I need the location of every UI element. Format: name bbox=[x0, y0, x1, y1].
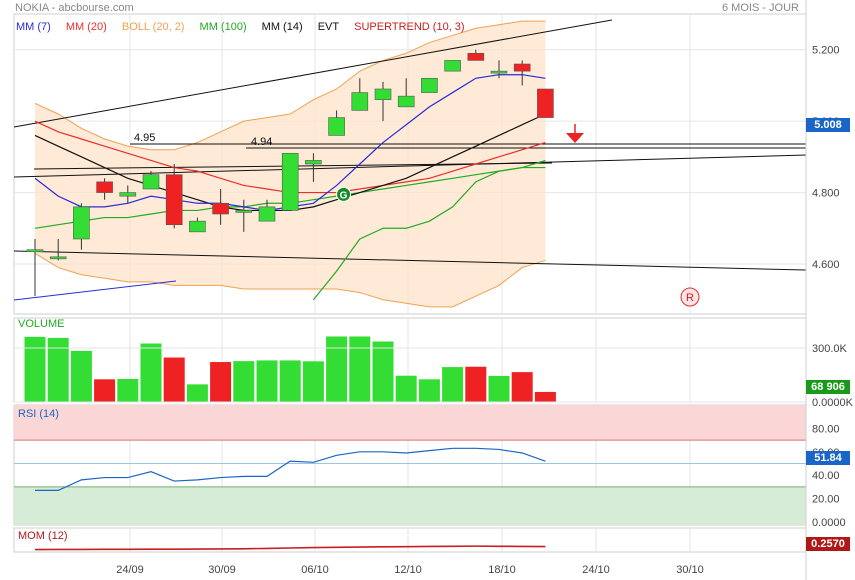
period-label[interactable]: 6 MOIS - JOUR bbox=[722, 2, 800, 14]
candle-body bbox=[397, 95, 415, 108]
legend-mm20[interactable]: MM (20) bbox=[65, 21, 107, 33]
rsi-tick-label: 0.0000 bbox=[812, 517, 846, 529]
source-label: NOKIA - abcbourse.com bbox=[15, 2, 134, 14]
rsi-tick-label: 20.00 bbox=[812, 494, 840, 506]
volume-bar bbox=[47, 337, 69, 402]
x-tick-label: 12/10 bbox=[394, 564, 422, 576]
volume-bar bbox=[442, 367, 464, 402]
x-tick-label: 06/10 bbox=[301, 564, 329, 576]
volume-bar bbox=[233, 361, 255, 402]
candle-body bbox=[119, 192, 137, 197]
legend-evt[interactable]: EVT bbox=[317, 21, 340, 33]
blue-trendline bbox=[13, 280, 177, 301]
volume-bar bbox=[465, 366, 487, 402]
resistance-trendline bbox=[13, 19, 613, 128]
candle-body bbox=[96, 181, 113, 193]
level-label-2: 4.94 bbox=[251, 136, 272, 148]
x-tick-label: 24/09 bbox=[116, 564, 144, 576]
volume-bar bbox=[94, 379, 116, 402]
x-tick-label: 18/10 bbox=[488, 564, 516, 576]
volume-bar bbox=[70, 350, 92, 402]
candle-body bbox=[374, 88, 392, 101]
candle-body bbox=[351, 92, 369, 111]
legend-supertrend[interactable]: SUPERTREND (10, 3) bbox=[354, 21, 465, 33]
bollinger-upper-line bbox=[34, 20, 546, 151]
volume-tick-label: 300.0K bbox=[812, 343, 848, 355]
volume-bar bbox=[210, 362, 232, 402]
mom-line bbox=[34, 545, 546, 551]
volume-bar bbox=[279, 360, 301, 402]
volume-bar bbox=[140, 343, 162, 402]
volume-bar bbox=[488, 375, 510, 402]
candle-body bbox=[444, 60, 461, 72]
support-trendline bbox=[13, 250, 807, 271]
candle-body bbox=[467, 52, 485, 61]
buy-signal-label: G bbox=[340, 190, 348, 201]
candle-body bbox=[490, 70, 508, 74]
volume-bar bbox=[418, 379, 440, 402]
x-tick-label: 24/10 bbox=[582, 564, 610, 576]
price-tick-label: 4.600 bbox=[812, 259, 840, 271]
rsi-panel-title: RSI (14) bbox=[18, 408, 59, 420]
panel-frame-3 bbox=[13, 527, 807, 553]
candle-body bbox=[537, 88, 554, 118]
last-volume-badge: 68 906 bbox=[806, 380, 850, 394]
legend-mm14[interactable]: MM (14) bbox=[261, 21, 303, 33]
volume-bar bbox=[186, 384, 208, 402]
candle-body bbox=[73, 206, 90, 240]
volume-bar bbox=[24, 336, 46, 402]
volume-bar bbox=[326, 336, 348, 402]
volume-bar bbox=[256, 360, 278, 402]
price-tick-label: 4.800 bbox=[812, 188, 840, 200]
candle-body bbox=[235, 210, 253, 213]
candle-body bbox=[26, 249, 44, 253]
buy-signal-marker bbox=[336, 186, 352, 202]
mid-trendline bbox=[13, 154, 807, 178]
rsi-overbought-zone bbox=[14, 405, 806, 441]
volume-panel-title: VOLUME bbox=[18, 318, 65, 330]
bollinger-lower-line bbox=[34, 252, 546, 308]
legend-mm100[interactable]: MM (100) bbox=[199, 21, 247, 33]
volume-tick-label: 0.0000K bbox=[812, 397, 854, 409]
reversal-signal-label: R bbox=[686, 292, 694, 304]
volume-bar bbox=[395, 375, 417, 402]
volume-bar bbox=[511, 372, 533, 402]
rsi-tick-label: 40.00 bbox=[812, 470, 840, 482]
candle-body bbox=[49, 256, 67, 260]
candle-body bbox=[142, 174, 160, 190]
last-mom-badge: 0.2570 bbox=[806, 537, 850, 551]
legend-boll[interactable]: BOLL (20, 2) bbox=[121, 21, 185, 33]
price-tick-label: 5.200 bbox=[812, 45, 840, 57]
candle-body bbox=[328, 117, 345, 136]
volume-bar bbox=[349, 336, 371, 402]
volume-bar bbox=[163, 357, 185, 402]
mom-panel-title: MOM (12) bbox=[18, 530, 68, 542]
volume-bar bbox=[534, 391, 556, 402]
candle-body bbox=[212, 202, 229, 215]
candle-body bbox=[305, 160, 322, 165]
x-tick-label: 30/10 bbox=[676, 564, 704, 576]
rsi-line bbox=[35, 447, 546, 492]
candle-body bbox=[421, 77, 438, 93]
candle-body bbox=[281, 152, 299, 211]
level-label-1: 4.95 bbox=[134, 132, 155, 144]
rsi-oversold-zone bbox=[14, 486, 806, 525]
reversal-signal-marker bbox=[680, 287, 700, 307]
indicator-legend: MM (7) MM (20) BOLL (20, 2) MM (100) MM … bbox=[16, 21, 477, 33]
down-arrow-marker bbox=[566, 133, 584, 143]
rsi-tick-label: 80.00 bbox=[812, 423, 840, 435]
last-price-badge: 5.008 bbox=[806, 118, 850, 132]
candle-body bbox=[189, 220, 206, 233]
candle-body bbox=[513, 63, 531, 72]
x-tick-label: 30/09 bbox=[208, 564, 236, 576]
volume-bar bbox=[302, 361, 324, 402]
candle-body bbox=[258, 206, 276, 222]
legend-mm7[interactable]: MM (7) bbox=[16, 21, 51, 33]
candle-body bbox=[165, 174, 183, 226]
supertrend-line bbox=[312, 159, 546, 301]
volume-bar bbox=[117, 378, 139, 402]
last-rsi-badge: 51.84 bbox=[806, 451, 850, 465]
volume-bar bbox=[372, 341, 394, 402]
